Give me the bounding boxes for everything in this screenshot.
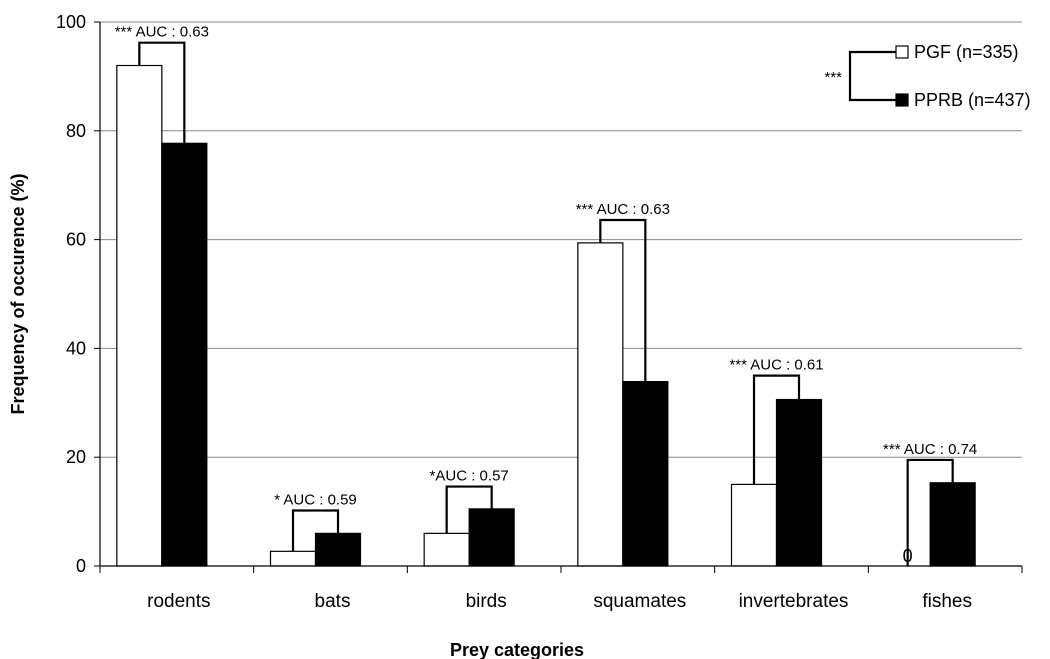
comparison-label-squamates: *** AUC : 0.63 (576, 201, 670, 218)
bars: 0 (116, 64, 976, 567)
comparison-bracket-bats (291, 509, 340, 552)
grid-lines (100, 21, 1022, 458)
comparison-label-birds: *AUC : 0.57 (430, 468, 509, 485)
bar-pgf-rodents (116, 64, 163, 567)
y-tick-label: 0 (76, 556, 86, 576)
comparison-bracket-squamates (599, 218, 647, 382)
legend-bracket (848, 50, 900, 102)
category-label-fishes: fishes (922, 591, 972, 612)
comparison-label-bats: * AUC : 0.59 (274, 492, 357, 509)
bar-pgf-squamates (577, 242, 624, 567)
legend-label-pgf: PGF (n=335) (914, 42, 1019, 62)
y-tick-label: 80 (66, 121, 86, 141)
legend-label-pprb: PPRB (n=437) (914, 90, 1031, 110)
comparison-label-invertebrates: *** AUC : 0.61 (729, 357, 823, 374)
y-axis-title: Frequency of occurence (%) (8, 173, 28, 414)
legend-significance: *** (824, 69, 842, 86)
y-tick-label: 100 (56, 12, 86, 32)
comparison-bracket-rodents (138, 41, 186, 144)
category-label-rodents: rodents (147, 591, 210, 612)
bar-pgf-bats (269, 550, 317, 567)
comparison-bracket-fishes (906, 458, 954, 566)
category-label-birds: birds (466, 591, 507, 612)
legend-swatch-pgf (895, 45, 909, 59)
category-label-invertebrates: invertebrates (739, 591, 849, 612)
bar-pprb-rodents (161, 142, 208, 567)
axes (94, 21, 1023, 573)
legend-swatch-pprb (895, 93, 909, 107)
bar-pgf-birds (423, 532, 470, 567)
y-tick-label: 40 (66, 338, 86, 358)
bar-pprb-invertebrates (775, 398, 823, 567)
y-tick-labels: 0 20 40 60 80 100 (56, 12, 86, 576)
comparison-bracket-invertebrates (752, 374, 801, 485)
legend: *** PGF (n=335) PPRB (n=437) (824, 42, 1030, 110)
bar-pgf-invertebrates (730, 483, 778, 567)
comparison-bracket-birds (445, 485, 493, 534)
category-labels: rodents bats birds squamates invertebrates fi… (147, 591, 972, 612)
y-tick-label: 20 (66, 447, 86, 467)
comparison-brackets: *** AUC : 0.63 * AUC : 0.59 *AUC : 0.57 ***… (115, 24, 977, 566)
comparison-label-rodents: *** AUC : 0.63 (115, 24, 209, 41)
bar-pprb-squamates (622, 380, 669, 567)
category-label-squamates: squamates (593, 591, 686, 612)
y-tick-label: 60 (66, 230, 86, 250)
comparison-label-fishes: *** AUC : 0.74 (883, 441, 977, 458)
category-label-bats: bats (315, 591, 351, 612)
bar-pprb-bats (314, 532, 362, 567)
bar-pprb-birds (468, 508, 515, 567)
bar-pprb-fishes (929, 482, 976, 567)
x-axis-title: Prey categories (450, 640, 584, 659)
